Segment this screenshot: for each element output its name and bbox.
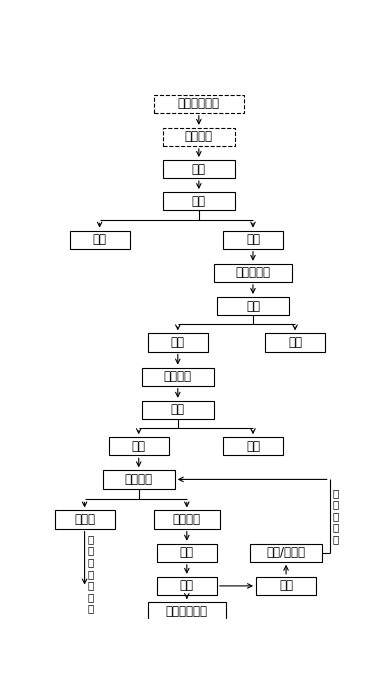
FancyBboxPatch shape: [217, 297, 289, 315]
FancyBboxPatch shape: [142, 368, 214, 386]
Text: 水洗/反铁铝: 水洗/反铁铝: [267, 546, 306, 559]
FancyBboxPatch shape: [154, 510, 220, 529]
FancyBboxPatch shape: [163, 160, 235, 178]
Text: 反萃: 反萃: [180, 580, 194, 592]
FancyBboxPatch shape: [109, 437, 169, 455]
FancyBboxPatch shape: [223, 437, 283, 455]
FancyBboxPatch shape: [54, 510, 115, 529]
FancyBboxPatch shape: [148, 602, 226, 620]
FancyBboxPatch shape: [214, 263, 292, 282]
FancyBboxPatch shape: [157, 543, 217, 562]
FancyBboxPatch shape: [157, 577, 217, 595]
FancyBboxPatch shape: [142, 401, 214, 419]
FancyBboxPatch shape: [256, 577, 316, 595]
FancyBboxPatch shape: [223, 231, 283, 249]
Text: 除重金属: 除重金属: [164, 370, 192, 383]
Text: 负载有机: 负载有机: [173, 513, 201, 526]
FancyBboxPatch shape: [250, 543, 322, 562]
Text: 滤渣: 滤渣: [246, 440, 260, 452]
Text: 过滤: 过滤: [171, 403, 185, 416]
Text: 除铁铝钙镁: 除铁铝钙镁: [236, 266, 270, 279]
FancyBboxPatch shape: [148, 334, 208, 352]
FancyBboxPatch shape: [163, 192, 235, 210]
Text: 酸溶: 酸溶: [192, 163, 206, 176]
Text: 萃余液: 萃余液: [74, 513, 95, 526]
Text: 滤液: 滤液: [246, 233, 260, 246]
Text: 有机: 有机: [279, 580, 293, 592]
Text: 进萃取线: 进萃取线: [125, 473, 153, 486]
Text: 滤渣: 滤渣: [288, 336, 302, 349]
FancyBboxPatch shape: [163, 128, 235, 146]
FancyBboxPatch shape: [265, 334, 325, 352]
FancyBboxPatch shape: [69, 231, 130, 249]
Text: 洗涤: 洗涤: [180, 546, 194, 559]
Text: 破碎筛分: 破碎筛分: [185, 131, 213, 143]
Text: 返
回
萃
取
线: 返 回 萃 取 线: [333, 488, 339, 544]
Text: 三元电池废料: 三元电池废料: [178, 97, 220, 111]
FancyBboxPatch shape: [154, 95, 244, 113]
Text: 钴镍锰三元液: 钴镍锰三元液: [166, 605, 208, 618]
FancyBboxPatch shape: [102, 471, 175, 489]
Text: 过滤: 过滤: [192, 195, 206, 208]
Text: 滤液: 滤液: [171, 336, 185, 349]
Text: 滤渣: 滤渣: [93, 233, 107, 246]
Text: 废
水
处
理
后
外
排: 废 水 处 理 后 外 排: [88, 534, 94, 614]
Text: 滤液: 滤液: [132, 440, 146, 452]
Text: 过滤: 过滤: [246, 300, 260, 313]
